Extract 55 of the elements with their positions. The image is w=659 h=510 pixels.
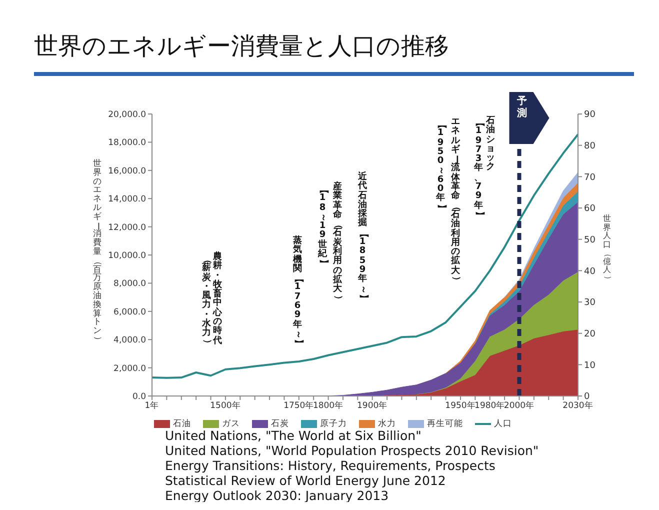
y-tick-label: 4,000.0 [114, 336, 146, 346]
y2-tick-label: 20 [584, 330, 596, 340]
y-tick-label: 16,000.0 [108, 166, 146, 176]
x-tick-label: 1900年 [357, 400, 388, 412]
text: 蒸気機関【1769年～】 [293, 236, 304, 348]
text: Energy Transitions: History, Requirements, Prospects [165, 458, 496, 473]
legend-label: 人口 [494, 418, 512, 430]
text: 産業革命（石炭利用の拡大） [333, 182, 344, 304]
line-series [151, 133, 579, 379]
annotation: 石油ショック [486, 116, 496, 173]
legend-label: 石炭 [271, 418, 289, 430]
y-tick-label: 8,000.0 [114, 279, 146, 290]
x-tick-label: 1800年 [312, 400, 344, 412]
legend-label: 水力 [378, 418, 396, 430]
y2-tick-label: 90 [584, 110, 596, 120]
text: United Nations, "World Population Prospects 2010 Revision" [165, 443, 539, 458]
y2-tick-label: 40 [584, 266, 596, 277]
text: Statistical Review of World Energy June 2012 [165, 473, 447, 488]
legend-label: 再生可能 [427, 418, 463, 430]
x-tick-label: 2000年 [504, 400, 535, 412]
legend-label: 石油 [173, 418, 191, 430]
text: （薪炭・風力・水力） [202, 255, 212, 348]
y-tick-label: 0.0 [132, 392, 146, 402]
y2-axis-title: 世界人口（億人） [602, 214, 612, 284]
text: 【1973年、79年】 [474, 118, 484, 220]
y2-tick-label: 30 [584, 298, 596, 308]
y2-tick-label: 80 [584, 142, 596, 152]
y2-tick-label: 0 [584, 392, 590, 402]
text: 【18～19世紀】 [318, 185, 328, 269]
x-tick-label: 1500年 [210, 400, 241, 412]
x-tick-label: 1年 [144, 400, 160, 412]
x-tick-label: 2030年 [562, 400, 594, 412]
y2-tick-label: 10 [584, 360, 596, 371]
y2-tick-label: 60 [584, 204, 596, 214]
legend-label: 原子力 [320, 418, 347, 430]
y2-tick-label: 70 [584, 172, 596, 183]
text: 【1950～60年】 [436, 120, 446, 213]
text: エネルギー流体革命（石油利用の拡大） [451, 117, 462, 286]
y-tick-label: 2,000.0 [114, 364, 146, 374]
text: 農耕・牧畜中心の時代 [213, 252, 222, 346]
chart-title: 世界のエネルギー消費量と人口の推移 [34, 31, 449, 62]
x-tick-label: 1950年 [445, 400, 476, 412]
legend-label: ガス [222, 418, 240, 430]
y-tick-label: 12,000.0 [108, 222, 146, 233]
x-tick-label: 1980年 [474, 400, 506, 412]
x-tick-label: 1750年 [284, 400, 314, 412]
text: United Nations, "The World at Six Billion" [165, 428, 422, 443]
y-tick-label: 20,000.0 [108, 110, 146, 120]
y-tick-label: 18,000.0 [108, 138, 146, 148]
y-tick-label: 14,000.0 [108, 194, 146, 205]
y-tick-label: 10,000.0 [108, 251, 146, 262]
y-tick-label: 6,000.0 [114, 307, 146, 318]
text: 近代石油採掘【1859年～】 [358, 172, 368, 304]
y2-tick-label: 50 [584, 236, 596, 246]
ref-line-label: 予測 [516, 95, 528, 119]
